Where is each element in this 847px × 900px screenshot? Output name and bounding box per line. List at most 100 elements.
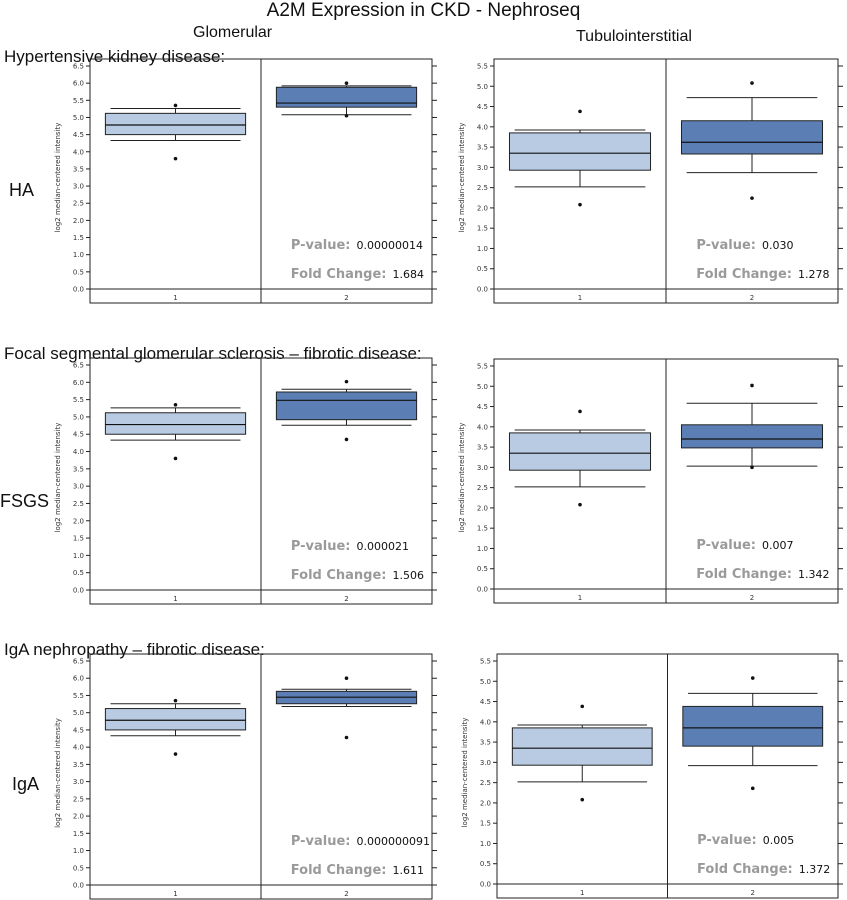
y-tick-label: 3.5 [480, 739, 491, 747]
outlier-point [344, 437, 349, 442]
x-category-label: 2 [751, 889, 755, 897]
y-tick-label: 0.5 [73, 569, 84, 577]
y-tick-label: 5.5 [73, 97, 84, 105]
box-iqr [275, 391, 418, 421]
outlier-point [344, 735, 349, 740]
fold-change-value: 1.372 [799, 863, 831, 876]
outlier-point [173, 698, 178, 703]
y-tick-label: 5.5 [73, 692, 84, 700]
y-tick-label: 3.0 [480, 759, 491, 767]
pvalue-label: P-value: [291, 834, 351, 849]
fold-change-label: Fold Change: [696, 267, 792, 282]
box-iqr [508, 132, 652, 171]
y-tick-label: 2.0 [73, 517, 84, 525]
y-tick-label: 2.0 [73, 813, 84, 821]
outlier-point [173, 103, 178, 108]
outlier-point [750, 676, 755, 680]
y-tick-label: 2.0 [73, 217, 84, 225]
pvalue-value: 0.00000014 [357, 239, 423, 252]
y-tick-label: 6.5 [73, 362, 84, 370]
x-category-label: 1 [173, 890, 177, 898]
y-tick-label: 2.0 [477, 204, 488, 212]
outlier-point [173, 156, 178, 161]
y-tick-label: 2.5 [73, 795, 84, 803]
x-category-label: 1 [578, 294, 582, 302]
y-tick-label: 6.5 [73, 658, 84, 666]
y-tick-label: 2.5 [477, 184, 488, 192]
y-tick-label: 1.0 [480, 840, 491, 848]
outlier-point [173, 403, 178, 407]
figure-title: A2M Expression in CKD - Nephroseq [266, 0, 581, 21]
pvalue-label: P-value: [697, 833, 757, 848]
row-label-ha: HA [9, 180, 35, 200]
y-tick-label: 4.5 [480, 698, 491, 706]
y-tick-label: 5.0 [480, 678, 491, 686]
outlier-point [750, 786, 755, 791]
y-tick-label: 1.5 [480, 820, 491, 828]
box-iqr [680, 424, 824, 449]
pvalue-label: P-value: [291, 238, 351, 253]
x-category-label: 2 [344, 595, 348, 603]
y-tick-label: 0.0 [480, 881, 491, 889]
fold-change-value: 1.611 [393, 864, 425, 877]
outlier-point [578, 502, 582, 507]
x-category-label: 2 [750, 594, 754, 602]
pvalue-value: 0.000000091 [357, 835, 430, 848]
y-tick-label: 1.5 [73, 234, 84, 242]
y-tick-label: 3.0 [73, 483, 84, 491]
y-tick-label: 6.5 [73, 63, 84, 71]
y-tick-label: 4.0 [477, 123, 488, 131]
y-tick-label: 6.0 [73, 379, 84, 387]
outlier-point [578, 109, 582, 114]
y-tick-label: 0.5 [480, 860, 491, 868]
y-axis-label: log2 median-centered intensity [54, 123, 62, 233]
y-tick-label: 0.0 [477, 586, 488, 594]
fold-change-value: 1.342 [798, 568, 830, 581]
y-tick-label: 4.0 [73, 744, 84, 752]
outlier-point [344, 113, 349, 118]
y-axis-label: log2 median-centered intensity [54, 423, 62, 533]
y-tick-label: 0.5 [73, 268, 84, 276]
y-tick-label: 0.5 [477, 565, 488, 573]
x-category-label: 2 [344, 294, 348, 302]
outlier-point [580, 704, 585, 709]
y-tick-label: 5.5 [477, 363, 488, 371]
y-tick-label: 3.5 [73, 165, 84, 173]
y-tick-label: 3.0 [73, 183, 84, 191]
box-iqr [104, 112, 247, 136]
y-tick-label: 4.5 [477, 403, 488, 411]
column-header-glomerular: Glomerular [193, 24, 273, 41]
pvalue-value: 0.030 [762, 239, 794, 252]
y-tick-label: 1.0 [477, 545, 488, 553]
y-axis-label: log2 median-centered intensity [458, 123, 466, 233]
box-iqr [275, 86, 418, 108]
y-tick-label: 3.0 [477, 464, 488, 472]
outlier-point [344, 81, 349, 85]
y-tick-label: 4.5 [73, 431, 84, 439]
y-tick-label: 5.0 [73, 114, 84, 122]
x-category-label: 1 [173, 294, 177, 302]
fold-change-value: 1.684 [393, 268, 425, 281]
y-tick-label: 4.5 [73, 131, 84, 139]
y-tick-label: 5.0 [477, 83, 488, 91]
box-iqr [680, 120, 824, 155]
y-tick-label: 6.0 [73, 80, 84, 88]
outlier-point [344, 379, 349, 384]
pvalue-value: 0.000021 [357, 540, 410, 553]
outlier-point [344, 676, 349, 681]
row-label-iga: IgA [12, 774, 40, 794]
pvalue-value: 0.007 [762, 539, 794, 552]
pvalue-label: P-value: [291, 539, 351, 554]
fold-change-label: Fold Change: [291, 568, 387, 583]
y-tick-label: 4.0 [73, 448, 84, 456]
x-category-label: 1 [173, 595, 177, 603]
fold-change-label: Fold Change: [291, 863, 387, 878]
outlier-point [173, 752, 178, 756]
y-tick-label: 3.5 [477, 144, 488, 152]
y-tick-label: 2.5 [480, 779, 491, 787]
box-iqr [511, 727, 653, 766]
y-tick-label: 4.5 [477, 103, 488, 111]
y-tick-label: 0.0 [73, 882, 84, 890]
y-tick-label: 5.5 [480, 658, 491, 666]
